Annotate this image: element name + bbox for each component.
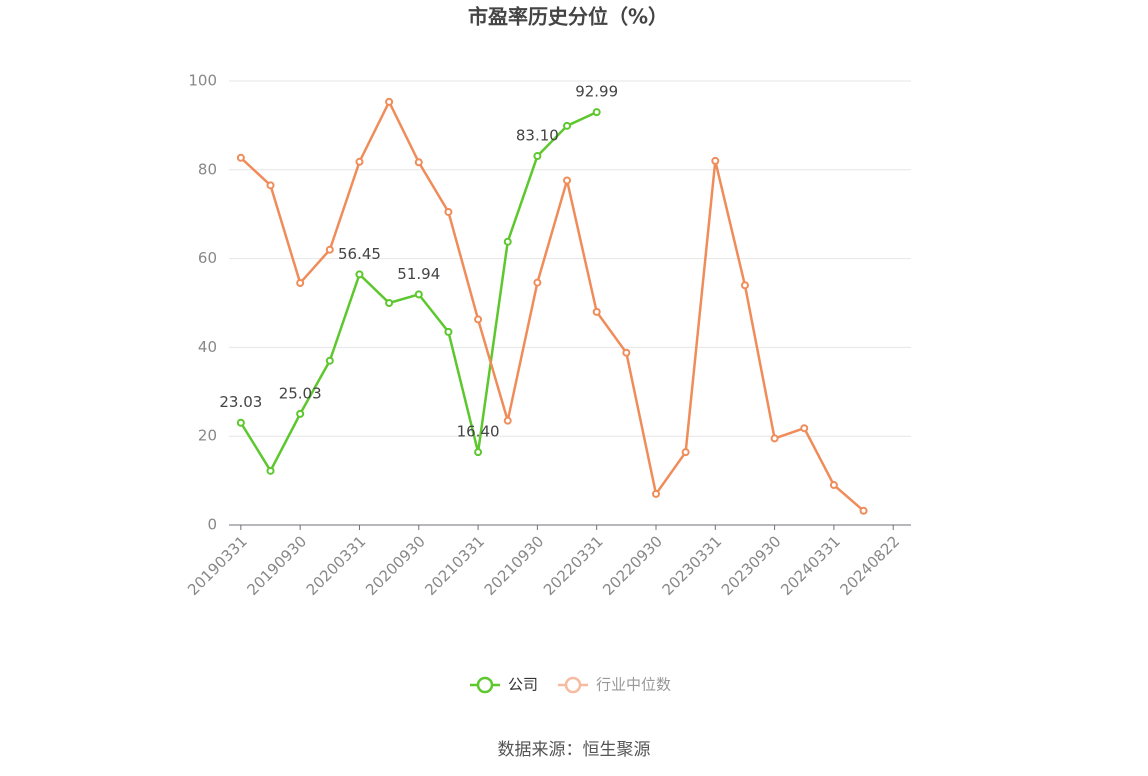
point (533, 278, 542, 287)
point (800, 424, 809, 433)
y-tick-label: 20 (198, 427, 217, 445)
y-tick-label: 40 (198, 338, 217, 356)
legend-marker (564, 676, 582, 694)
y-tick-label: 100 (188, 72, 217, 90)
point (592, 307, 601, 316)
point (414, 290, 423, 299)
point (325, 245, 334, 254)
point (622, 348, 631, 357)
point (266, 466, 275, 475)
x-tick-label: 20210930 (481, 532, 548, 599)
point (740, 281, 749, 290)
point (385, 97, 394, 106)
point (829, 481, 838, 490)
point (711, 156, 720, 165)
point (592, 108, 601, 117)
point (355, 270, 364, 279)
point (770, 434, 779, 443)
y-tick-label: 60 (198, 249, 217, 267)
x-tick-label: 20220331 (540, 532, 607, 599)
data-label: 23.03 (219, 393, 262, 411)
x-tick-label: 20230930 (718, 532, 785, 599)
x-tick-label: 20200331 (303, 532, 370, 599)
x-tick-label: 20190331 (184, 532, 251, 599)
point (533, 152, 542, 161)
point (385, 299, 394, 307)
x-tick-label: 20220930 (599, 532, 666, 599)
source: 数据来源：恒生聚源 (498, 740, 651, 760)
legend-label: 行业中位数 (596, 676, 671, 694)
legend-marker (476, 676, 494, 694)
point (563, 176, 572, 185)
point (474, 448, 483, 457)
data-label: 56.45 (338, 245, 381, 263)
x-tick-label: 20230331 (659, 532, 726, 599)
data-label: 16.40 (457, 423, 500, 441)
legend-label: 公司 (508, 676, 538, 694)
point (325, 356, 334, 365)
data-label: 92.99 (575, 83, 618, 101)
point (503, 416, 512, 425)
point (355, 157, 364, 166)
x-tick-label: 20200930 (362, 532, 429, 599)
point (266, 181, 275, 190)
point (414, 158, 423, 167)
point (236, 418, 245, 427)
point (444, 207, 453, 216)
point (563, 121, 572, 130)
point (444, 327, 453, 336)
point (474, 315, 483, 324)
x-tick-label: 20240331 (777, 532, 844, 599)
point (236, 153, 245, 162)
point (651, 489, 660, 498)
point (681, 448, 690, 457)
y-tick-label: 80 (198, 160, 217, 178)
x-tick-label: 20190930 (243, 532, 310, 599)
x-tick-label: 20210331 (421, 532, 488, 599)
point (296, 279, 305, 288)
x-tick-label: 20240822 (836, 532, 903, 599)
legend-item: 行业中位数 (558, 676, 671, 694)
point (859, 506, 868, 515)
data-label: 83.10 (516, 127, 559, 145)
point (296, 409, 305, 418)
y-tick-label: 0 (207, 516, 217, 534)
data-label: 51.94 (397, 265, 440, 283)
chart-title: 市盈率历史分位（%） (468, 5, 668, 29)
series-line (240, 99, 865, 512)
point (503, 237, 512, 246)
legend-item: 公司 (470, 676, 538, 694)
data-label: 25.03 (279, 384, 322, 402)
